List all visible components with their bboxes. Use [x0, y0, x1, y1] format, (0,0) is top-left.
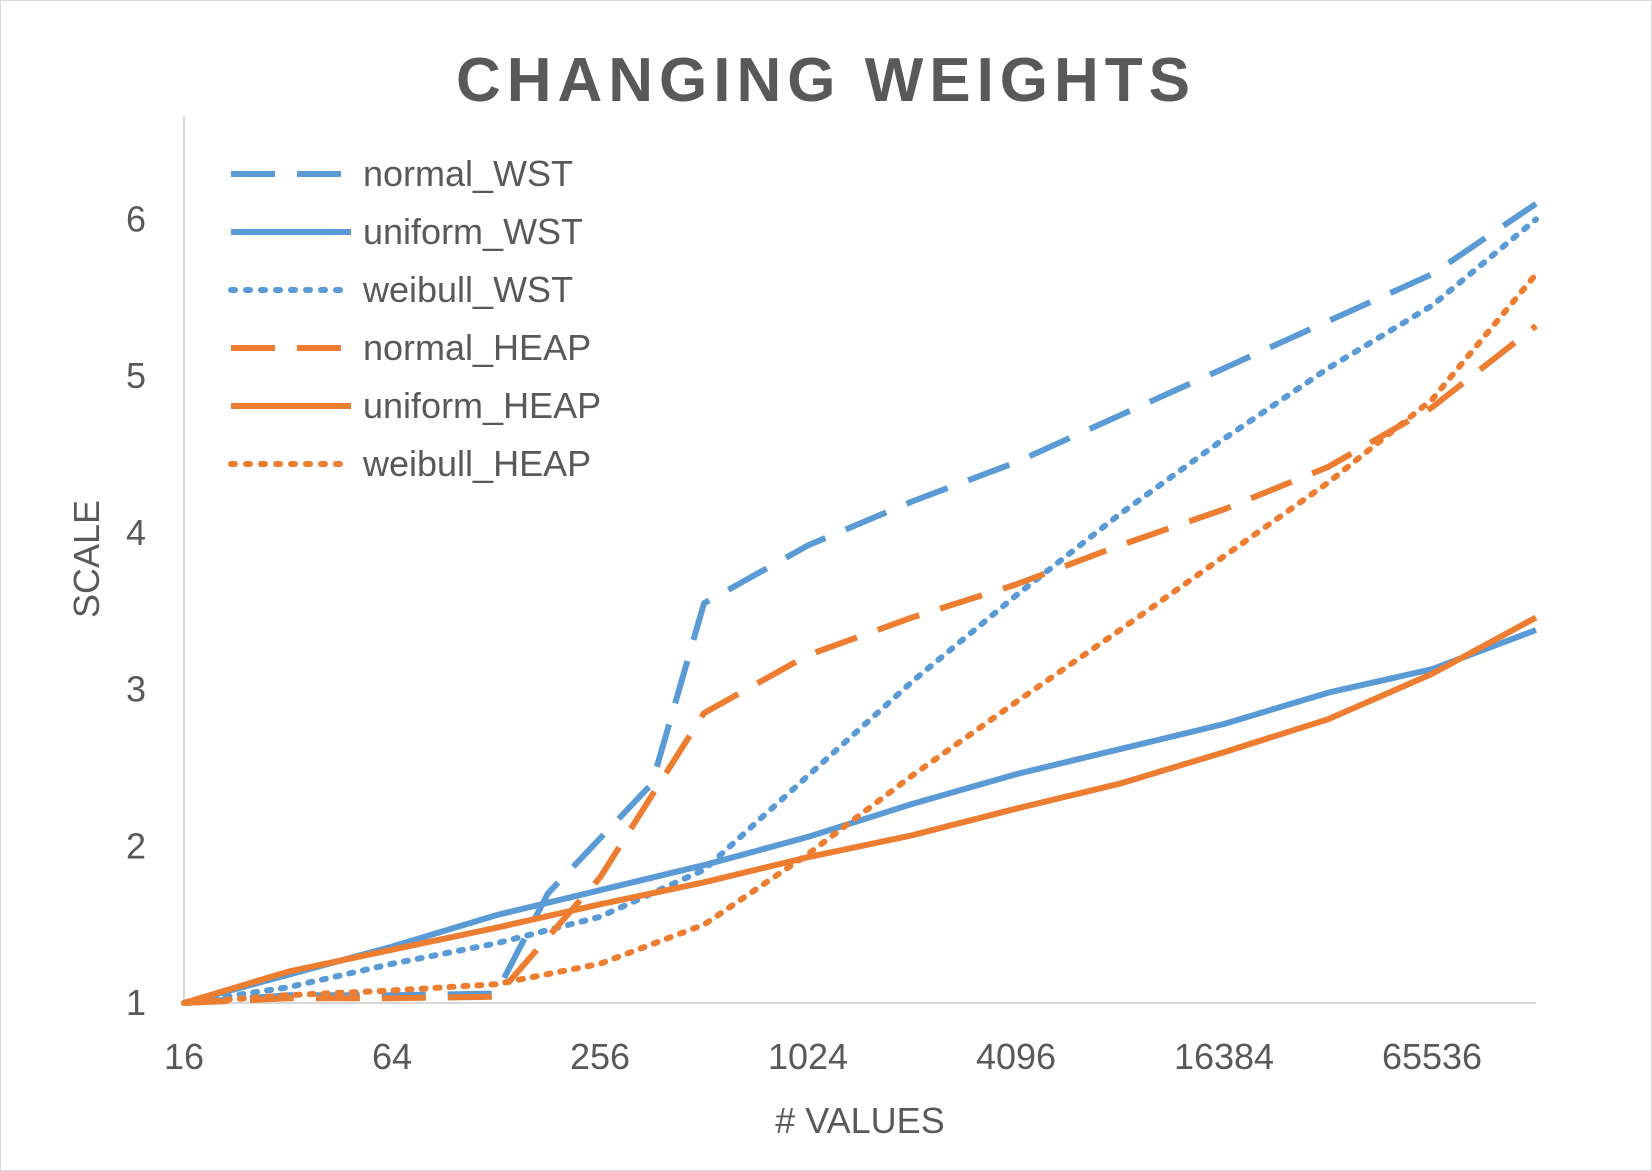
plot-area [181, 116, 1539, 1006]
series-layer [181, 201, 1539, 1006]
y-axis-title: SCALE [66, 500, 107, 618]
y-tick-label: 5 [126, 355, 146, 396]
y-tick-label: 6 [126, 198, 146, 239]
legend-item-normal_WST: normal_WST [231, 153, 573, 194]
series-line-uniform_WST [183, 627, 1538, 1006]
legend-label: weibull_WST [362, 269, 573, 310]
legend-item-weibull_WST: weibull_WST [228, 269, 573, 310]
series-line-weibull_HEAP [181, 271, 1539, 1006]
legend-item-uniform_HEAP: uniform_HEAP [231, 385, 601, 426]
y-tick-labels: 1 2 3 4 5 6 [126, 198, 146, 1023]
legend-label: normal_WST [363, 153, 573, 194]
legend-label: weibull_HEAP [362, 443, 591, 484]
legend-item-weibull_HEAP: weibull_HEAP [228, 443, 591, 484]
x-tick-label: 65536 [1382, 1036, 1482, 1077]
series-line-normal_HEAP [183, 323, 1538, 1006]
series-line-weibull_WST [181, 216, 1539, 1006]
x-tick-label: 64 [372, 1036, 412, 1077]
x-tick-label: 1024 [768, 1036, 848, 1077]
y-tick-label: 4 [126, 512, 146, 553]
series-line-uniform_HEAP [183, 614, 1538, 1006]
legend-label: uniform_HEAP [363, 385, 601, 426]
y-tick-label: 2 [126, 825, 146, 866]
x-tick-label: 16 [164, 1036, 204, 1077]
legend-label: uniform_WST [363, 211, 583, 252]
chart-title: CHANGING WEIGHTS [456, 46, 1196, 115]
x-tick-label: 4096 [976, 1036, 1056, 1077]
legend-item-normal_HEAP: normal_HEAP [231, 327, 591, 368]
x-tick-label: 256 [570, 1036, 630, 1077]
series-line-normal_WST [183, 201, 1538, 1006]
y-tick-label: 1 [126, 982, 146, 1023]
x-axis-title: # VALUES [775, 1100, 944, 1141]
x-tick-labels: 16 64 256 1024 4096 16384 65536 [164, 1036, 1482, 1077]
x-tick-label: 16384 [1174, 1036, 1274, 1077]
legend-label: normal_HEAP [363, 327, 591, 368]
y-tick-label: 3 [126, 669, 146, 710]
legend: normal_WST uniform_WST weibull_WST normal_H… [228, 153, 601, 484]
legend-item-uniform_WST: uniform_WST [231, 211, 583, 252]
